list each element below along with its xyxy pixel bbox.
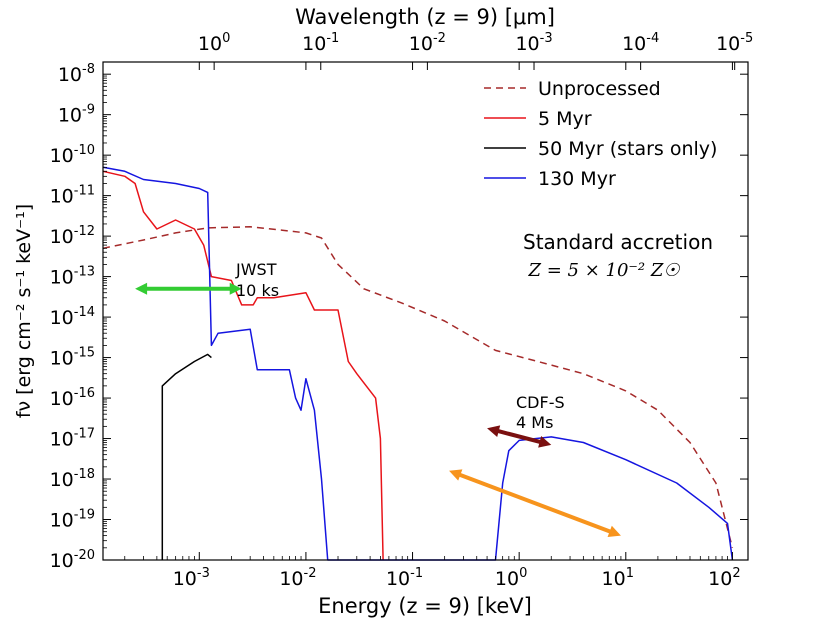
legend-label-5myr: 5 Myr <box>538 108 592 130</box>
arrow-head <box>538 436 552 448</box>
y-tick-label: 10-9 <box>58 103 95 127</box>
y-tick-label: 10-19 <box>50 508 95 532</box>
accretion-title: Standard accretion <box>523 230 713 254</box>
legend-label-unprocessed: Unprocessed <box>538 78 661 100</box>
legend-label-50myr: 50 Myr (stars only) <box>538 138 717 160</box>
y-tick-label: 10-13 <box>50 265 95 289</box>
arrow-head <box>229 282 242 295</box>
y-tick-label: 10-20 <box>50 548 95 572</box>
x-tick-label: 101 <box>602 566 634 590</box>
x-tick-label: 100 <box>495 566 527 590</box>
arrow-shaft <box>457 472 613 535</box>
arrow-head <box>607 525 621 538</box>
jwst-range-arrow <box>135 282 242 295</box>
arrow-shaft <box>495 428 543 445</box>
y-tick-label: 10-18 <box>50 467 95 491</box>
series-line-50-myr-stars-only <box>161 353 212 560</box>
arrow-layer <box>135 282 621 538</box>
jwst-label: JWST <box>235 260 277 279</box>
y-tick-label: 10-14 <box>50 305 95 329</box>
cdfs-exposure-label: 4 Ms <box>516 413 553 432</box>
arrow-head <box>449 469 463 481</box>
jwst-exposure-label: 10 ks <box>236 281 279 300</box>
y-tick-label: 10-10 <box>50 143 95 167</box>
series-line-unprocessed <box>102 226 734 548</box>
series-layer <box>102 166 734 561</box>
y-tick-label: 10-8 <box>58 62 95 86</box>
y-axis-label: fν [erg cm⁻² s⁻¹ keV⁻¹] <box>13 204 35 418</box>
x-tick-label: 102 <box>708 566 740 590</box>
cdfs-range-arrow <box>487 425 552 448</box>
legend: Unprocessed 5 Myr 50 Myr (stars only) 13… <box>484 78 717 190</box>
tick-layer: 10-3 10-2 10-1 100 101 102 10-20 10-19 10-18 10-1… <box>50 31 754 590</box>
y-tick-label: 10-11 <box>50 184 95 208</box>
series-line-5-myr <box>102 170 384 561</box>
x-tick-label: 10-3 <box>173 566 210 590</box>
plot-frame <box>102 61 749 561</box>
arrow-head <box>135 282 148 295</box>
x-tick-label: 10-2 <box>279 566 316 590</box>
top-tick-label: 10-1 <box>302 31 339 55</box>
top-tick-label: 10-4 <box>622 31 659 55</box>
y-tick-label: 10-16 <box>50 386 95 410</box>
top-tick-label: 10-5 <box>716 31 753 55</box>
top-axis-label: Wavelength (z = 9) [μm] <box>295 5 555 29</box>
top-tick-label: 100 <box>198 31 230 55</box>
y-tick-label: 10-15 <box>50 346 95 370</box>
x-axis-label: Energy (z = 9) [keV] <box>318 594 532 618</box>
metallicity-label: Z = 5 × 10⁻² Z☉ <box>528 260 681 281</box>
arrow-head <box>487 425 501 438</box>
top-tick-label: 10-2 <box>409 31 446 55</box>
top-tick-label: 10-3 <box>515 31 552 55</box>
x-tick-label: 10-1 <box>386 566 423 590</box>
cdfs-label: CDF-S <box>516 393 565 412</box>
y-tick-label: 10-17 <box>50 427 95 451</box>
legend-label-130myr: 130 Myr <box>538 168 616 190</box>
y-tick-label: 10-12 <box>50 224 95 248</box>
xray-range-arrow <box>449 469 621 538</box>
series-line-130-myr <box>102 166 734 561</box>
